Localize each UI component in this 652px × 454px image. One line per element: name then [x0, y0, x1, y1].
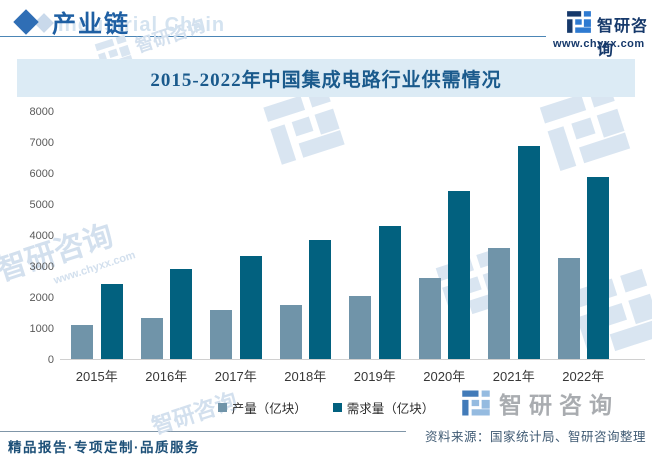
- x-axis-label: 2020年: [423, 369, 466, 384]
- bar-demand-2015: [100, 284, 123, 359]
- bar-production-2016: [140, 318, 163, 359]
- footer-left-text: 精品报告·专项定制·品质服务: [8, 440, 200, 454]
- legend: 产量（亿块） 需求量（亿块）: [0, 398, 652, 417]
- bar-demand-2020: [448, 191, 470, 359]
- x-axis-label: 2022年: [562, 369, 605, 384]
- y-tick-label: 0: [47, 354, 54, 366]
- x-axis: 2015年 2016年 2017年 2018年 2019年 2020年 2021年 2022年: [60, 366, 645, 384]
- chart-title: 2015-2022年中国集成电路行业供需情况: [150, 69, 502, 91]
- section-title: 产业链: [52, 11, 130, 38]
- x-axis-label: 2018年: [284, 369, 327, 384]
- y-tick-label: 3000: [29, 261, 54, 273]
- legend-item-demand: 需求量（亿块）: [332, 398, 435, 417]
- source-text: 资料来源：国家统计局、智研咨询整理: [424, 430, 646, 444]
- y-tick-label: 8000: [29, 106, 54, 118]
- legend-item-production: 产量（亿块）: [217, 398, 307, 417]
- bar-production-2015: [71, 325, 93, 359]
- bar-production-2021: [488, 248, 510, 359]
- legend-label: 产量（亿块）: [231, 401, 307, 416]
- bar-demand-2022: [587, 177, 609, 359]
- y-tick-label: 5000: [29, 199, 54, 211]
- y-tick-label: 1000: [29, 323, 54, 335]
- y-tick-label: 4000: [29, 230, 54, 242]
- bar-demand-2016: [170, 269, 192, 359]
- legend-swatch-icon: [217, 402, 227, 412]
- corner-watermark: 智研咨询: [461, 386, 619, 420]
- diamond-icon: [13, 9, 39, 35]
- legend-swatch-icon: [332, 402, 342, 412]
- bar-demand-2021: [517, 146, 540, 359]
- bar-demand-2019: [378, 226, 401, 359]
- footer-divider: [0, 431, 406, 432]
- header-divider: [0, 36, 546, 37]
- x-axis-label: 2016年: [145, 369, 188, 384]
- brand-url: www.chyxx.com: [553, 38, 645, 50]
- x-axis-label: 2017年: [214, 369, 257, 384]
- y-tick-label: 7000: [29, 137, 54, 149]
- x-axis-label: 2021年: [492, 369, 535, 384]
- corner-watermark-logo-icon: [461, 388, 491, 418]
- bar-production-2022: [557, 258, 580, 359]
- section-title-watermark: Industrial Chain: [58, 14, 226, 36]
- bar-demand-2018: [309, 240, 331, 359]
- y-tick-label: 2000: [29, 292, 54, 304]
- x-axis-label: 2015年: [75, 369, 118, 384]
- bar-demand-2017: [239, 256, 262, 359]
- y-tick-label: 6000: [29, 168, 54, 180]
- x-axis-label: 2019年: [353, 369, 396, 384]
- bar-production-2018: [279, 305, 302, 359]
- bar-production-2020: [418, 278, 441, 359]
- legend-label: 需求量（亿块）: [346, 401, 435, 416]
- bar-production-2019: [349, 296, 371, 359]
- chart-title-banner: 2015-2022年中国集成电路行业供需情况: [17, 59, 635, 97]
- y-axis: 0 1000 2000 3000 4000 5000 6000 7000 8000: [18, 106, 54, 366]
- brand-name: 智研咨询: [597, 18, 649, 59]
- corner-watermark-text: 智研咨询: [499, 392, 619, 418]
- brand-logo-icon: [566, 9, 592, 35]
- bar-production-2017: [210, 310, 232, 359]
- plot-area: [60, 112, 645, 360]
